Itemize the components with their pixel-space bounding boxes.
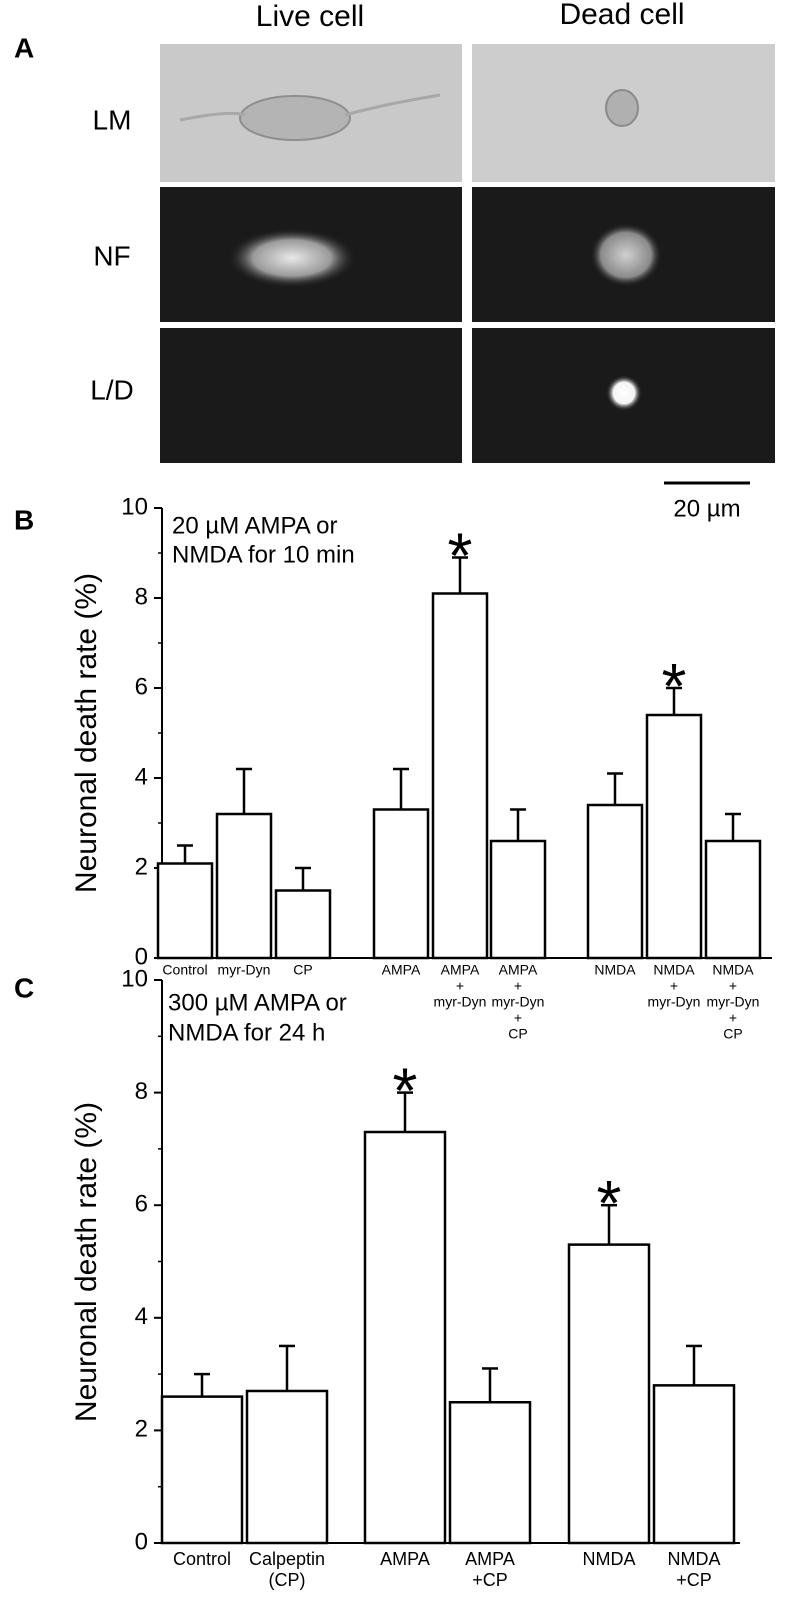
micrograph (472, 328, 775, 463)
y-tick-label: 10 (121, 965, 148, 992)
x-tick-label: +CP (676, 1570, 712, 1590)
x-tick-label: + (514, 1010, 522, 1026)
bar (156, 862, 214, 960)
micrograph (472, 44, 775, 182)
bar (363, 1130, 447, 1545)
x-tick-label: (CP) (269, 1570, 306, 1590)
column-header: Live cell (256, 0, 364, 33)
x-tick-label: AMPA (441, 962, 480, 978)
panel-label: B (14, 504, 34, 535)
x-tick-label: NMDA (712, 962, 754, 978)
panel-label: C (14, 972, 34, 1003)
x-tick-label: + (670, 978, 678, 994)
x-tick-label: AMPA (499, 962, 538, 978)
x-tick-label: myr-Dyn (218, 962, 271, 978)
x-tick-label: + (514, 978, 522, 994)
significance-marker: * (393, 1055, 418, 1127)
x-tick-label: CP (508, 1026, 527, 1042)
y-tick-label: 2 (135, 853, 148, 880)
column-header: Dead cell (559, 0, 684, 31)
y-tick-label: 2 (135, 1416, 148, 1443)
x-tick-label: Control (173, 1549, 231, 1569)
y-tick-label: 4 (135, 1303, 148, 1330)
y-axis-label: Neuronal death rate (%) (70, 573, 103, 893)
bar (215, 812, 273, 960)
row-label: LM (93, 104, 132, 135)
x-tick-label: Control (162, 962, 207, 978)
bar (372, 808, 430, 960)
panel-label: A (14, 32, 34, 63)
y-tick-label: 8 (135, 1078, 148, 1105)
x-tick-label: + (729, 978, 737, 994)
y-axis-label: Neuronal death rate (%) (70, 1102, 103, 1422)
x-tick-label: NMDA (653, 962, 695, 978)
row-label: NF (93, 240, 130, 271)
y-tick-label: 10 (121, 493, 148, 520)
annotation: 300 µM AMPA or (168, 989, 347, 1016)
x-tick-label: +CP (472, 1570, 508, 1590)
scale-bar-label: 20 µm (673, 495, 740, 522)
y-tick-label: 6 (135, 1191, 148, 1218)
bar (645, 713, 703, 960)
x-tick-label: + (729, 1010, 737, 1026)
y-tick-label: 8 (135, 583, 148, 610)
bar (160, 1395, 244, 1545)
x-tick-label: Calpeptin (249, 1549, 325, 1569)
x-tick-label: myr-Dyn (707, 994, 760, 1010)
significance-marker: * (662, 650, 687, 722)
annotation: 20 µM AMPA or (172, 512, 337, 539)
micrograph (160, 187, 462, 322)
micrograph (160, 44, 462, 182)
x-tick-label: myr-Dyn (492, 994, 545, 1010)
significance-marker: * (448, 520, 473, 592)
x-tick-label: NMDA (583, 1549, 636, 1569)
bar (586, 803, 644, 960)
x-tick-label: NMDA (594, 962, 636, 978)
x-tick-label: CP (723, 1026, 742, 1042)
x-tick-label: myr-Dyn (648, 994, 701, 1010)
bar (245, 1389, 329, 1545)
row-label: L/D (90, 374, 134, 405)
x-tick-label: AMPA (380, 1549, 430, 1569)
significance-marker: * (597, 1167, 622, 1239)
y-tick-label: 0 (135, 943, 148, 970)
y-tick-label: 6 (135, 673, 148, 700)
bar (448, 1401, 532, 1545)
bar (652, 1384, 736, 1545)
x-tick-label: + (456, 978, 464, 994)
annotation: NMDA for 24 h (168, 1019, 325, 1046)
x-tick-label: AMPA (465, 1549, 515, 1569)
micrograph (160, 328, 462, 463)
bar (567, 1243, 651, 1545)
x-tick-label: myr-Dyn (434, 994, 487, 1010)
bar (489, 839, 547, 960)
bar (274, 889, 332, 960)
annotation: NMDA for 10 min (172, 541, 355, 568)
x-tick-label: CP (293, 962, 312, 978)
y-tick-label: 4 (135, 763, 148, 790)
y-tick-label: 0 (135, 1528, 148, 1555)
x-tick-label: NMDA (668, 1549, 721, 1569)
bar (431, 592, 489, 960)
bar (704, 839, 762, 960)
x-tick-label: AMPA (382, 962, 421, 978)
micrograph (472, 187, 775, 322)
